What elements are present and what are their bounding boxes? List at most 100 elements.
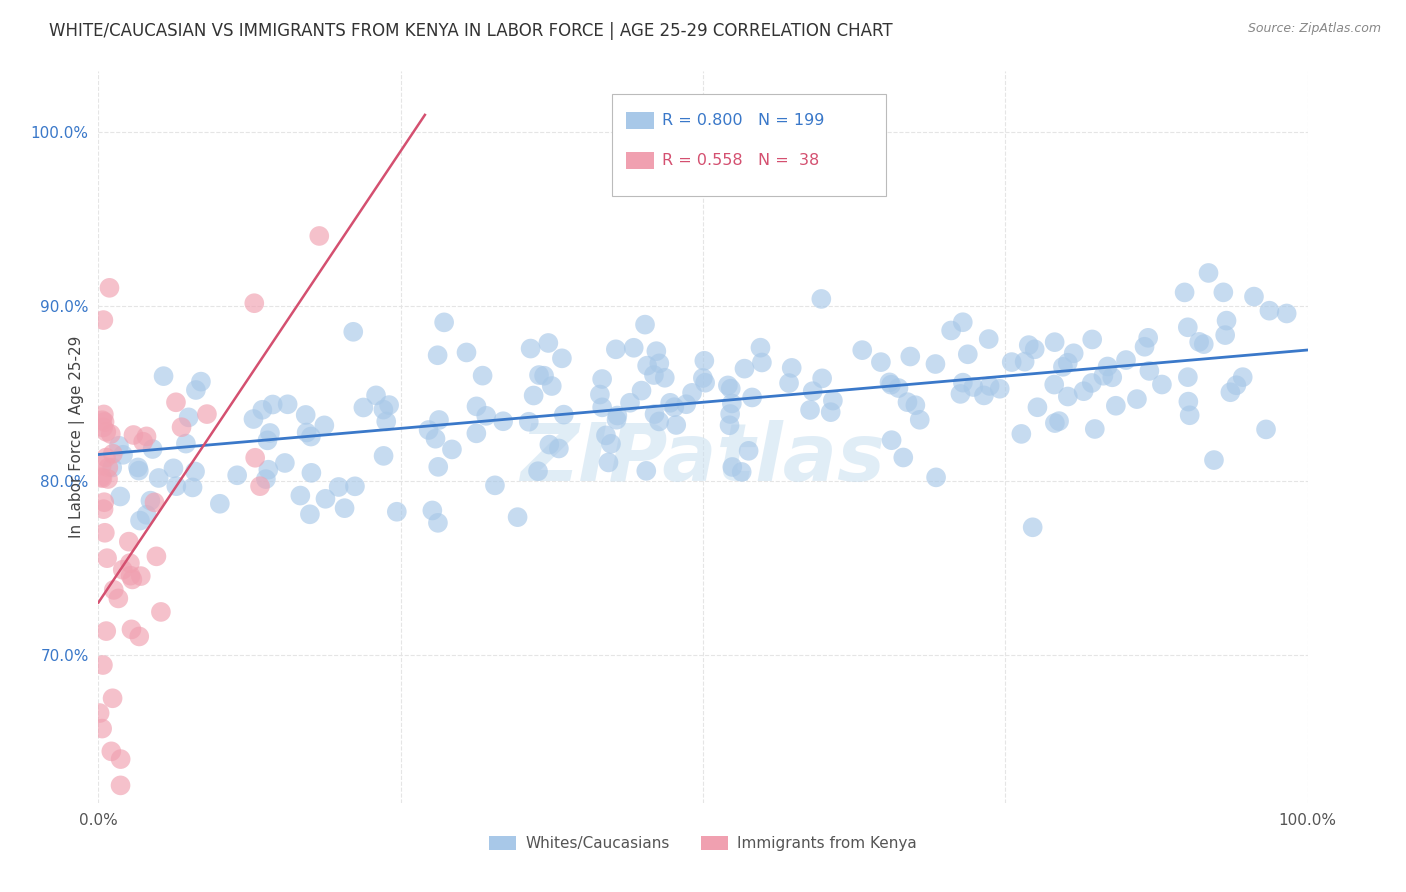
Point — [256, 434, 278, 448]
Point — [1081, 333, 1104, 347]
Point — [103, 582, 125, 597]
Point — [887, 381, 910, 395]
Point — [1092, 368, 1115, 383]
Point — [664, 400, 686, 414]
Point — [630, 384, 652, 398]
Point — [257, 463, 280, 477]
Point — [648, 356, 671, 370]
Point — [1192, 337, 1215, 351]
Point — [243, 450, 266, 465]
Point — [328, 480, 350, 494]
Point — [471, 368, 494, 383]
Point — [939, 323, 962, 337]
Point — [1177, 370, 1199, 384]
Point — [440, 442, 463, 457]
Point — [1105, 399, 1128, 413]
Point — [100, 427, 122, 442]
Point — [226, 468, 249, 483]
Point — [547, 442, 569, 456]
Point — [644, 407, 666, 421]
Point — [749, 341, 772, 355]
Point — [135, 508, 157, 522]
Point — [1150, 377, 1173, 392]
Point — [778, 376, 800, 390]
Point — [290, 489, 312, 503]
Point — [100, 744, 122, 758]
Point — [645, 344, 668, 359]
Point — [537, 335, 560, 350]
Point — [589, 387, 612, 401]
Point — [780, 360, 803, 375]
Point — [693, 353, 716, 368]
Point — [465, 426, 488, 441]
Point — [720, 382, 742, 396]
Point — [952, 315, 974, 329]
Point — [538, 437, 561, 451]
Point — [94, 450, 117, 465]
Point — [333, 501, 356, 516]
Point — [118, 534, 141, 549]
Point — [1174, 285, 1197, 300]
Point — [165, 479, 187, 493]
Point — [149, 605, 172, 619]
Point — [553, 408, 575, 422]
Point — [1047, 414, 1070, 428]
Point — [1010, 426, 1032, 441]
Point — [91, 722, 114, 736]
Point — [121, 573, 143, 587]
Point — [551, 351, 574, 366]
Point — [896, 395, 918, 409]
Point — [751, 355, 773, 369]
Point — [1137, 331, 1160, 345]
Point — [695, 376, 717, 390]
Point — [139, 493, 162, 508]
Point — [675, 397, 697, 411]
Point — [1202, 453, 1225, 467]
Point — [908, 413, 931, 427]
Point — [314, 418, 336, 433]
Point — [600, 436, 623, 450]
Point — [93, 313, 115, 327]
Point — [598, 455, 620, 469]
Point — [418, 423, 440, 437]
Point — [91, 471, 114, 485]
Point — [121, 623, 143, 637]
Point — [1043, 335, 1066, 350]
Text: ZIPatlas: ZIPatlas — [520, 420, 886, 498]
Point — [1052, 359, 1074, 374]
Point — [97, 460, 120, 475]
Point — [181, 480, 204, 494]
Point — [252, 402, 274, 417]
Point — [143, 495, 166, 509]
Point — [91, 413, 114, 427]
Point — [1097, 359, 1119, 374]
Point — [634, 318, 657, 332]
Point — [956, 347, 979, 361]
Point — [741, 391, 763, 405]
Point — [111, 563, 134, 577]
Point — [1081, 376, 1104, 390]
Point — [128, 629, 150, 643]
Point — [1254, 422, 1277, 436]
Point — [91, 420, 114, 434]
Point — [606, 413, 628, 427]
Point — [93, 408, 115, 422]
Point — [737, 443, 759, 458]
Point — [1101, 370, 1123, 384]
Point — [375, 415, 398, 429]
Point — [1043, 416, 1066, 430]
Point — [1213, 328, 1236, 343]
Point — [733, 361, 755, 376]
Point — [654, 370, 676, 384]
Point — [799, 403, 821, 417]
Point — [97, 472, 120, 486]
Point — [385, 505, 408, 519]
Point — [1063, 346, 1085, 360]
Point — [681, 385, 703, 400]
Point — [162, 461, 184, 475]
Point — [821, 393, 844, 408]
Point — [89, 706, 111, 720]
Point — [605, 343, 627, 357]
Point — [506, 510, 529, 524]
Point — [718, 418, 741, 433]
